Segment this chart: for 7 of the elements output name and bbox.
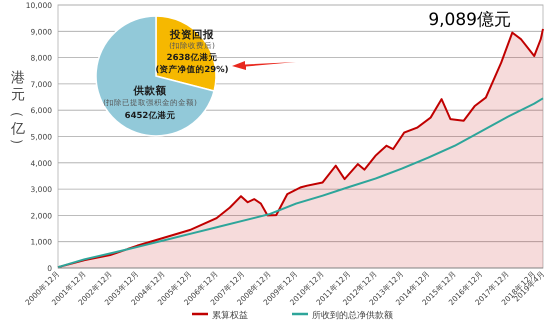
y-axis-title: 港元（亿） bbox=[9, 70, 25, 152]
data-label: 6452亿港元 bbox=[124, 110, 176, 121]
legend-label: 所收到的总净供款额 bbox=[312, 310, 393, 321]
line-series bbox=[57, 97, 544, 268]
annotation: 9,089億元 bbox=[428, 10, 511, 30]
legend-label: 累算权益 bbox=[212, 310, 248, 321]
slice-label: 供款额 bbox=[132, 84, 168, 97]
